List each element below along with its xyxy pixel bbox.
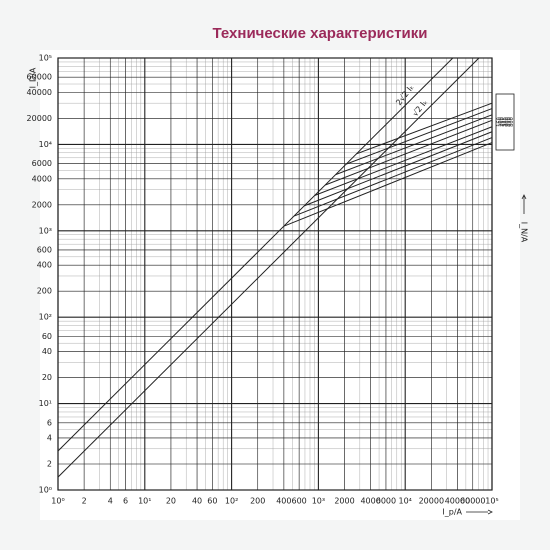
y-tick-label: 20000 xyxy=(27,114,52,123)
paper xyxy=(40,50,520,520)
rating-label: 400 xyxy=(504,117,510,127)
y-tick-label: 6000 xyxy=(32,159,52,168)
x-tick-label: 60000 xyxy=(460,497,485,506)
x-tick-label: 6 xyxy=(123,497,128,506)
y-tick-label: 60000 xyxy=(27,73,52,82)
x-tick-label: 40 xyxy=(192,497,202,506)
x-tick-label: 2000 xyxy=(334,497,354,506)
y-tick-label: 10² xyxy=(39,313,52,322)
x-tick-label: 60 xyxy=(207,497,217,506)
x-tick-label: 6000 xyxy=(376,497,396,506)
series-line xyxy=(346,108,493,165)
rating-label: 200 xyxy=(498,117,504,127)
y-tick-label: 6 xyxy=(47,418,52,427)
series-line xyxy=(356,102,493,155)
x-tick-label: 20 xyxy=(166,497,176,506)
y-tick-label: 2000 xyxy=(32,200,52,209)
x-tick-label: 20000 xyxy=(419,497,444,506)
y-tick-label: 4 xyxy=(47,433,52,442)
y-tick-label: 40000 xyxy=(27,88,52,97)
x-tick-label: 4000 xyxy=(360,497,380,506)
rating-label: 315 xyxy=(502,117,508,127)
y-tick-label: 10⁴ xyxy=(39,140,52,149)
y-tick-label: 10¹ xyxy=(39,399,52,408)
x-axis-label: I_p/A xyxy=(442,508,462,517)
series-line xyxy=(57,57,454,452)
right-arrow-head xyxy=(521,194,527,200)
x-tick-label: 40000 xyxy=(445,497,470,506)
rating-box xyxy=(495,93,515,151)
y-tick-label: 10⁰ xyxy=(39,486,52,495)
y-tick-label: 4000 xyxy=(32,174,52,183)
series-line xyxy=(325,119,493,186)
series-line xyxy=(293,137,493,217)
x-tick-label: 10⁵ xyxy=(485,497,498,506)
y-tick-label: 200 xyxy=(37,287,52,296)
x-tick-label: 10³ xyxy=(312,497,325,506)
y-tick-label: 2 xyxy=(47,459,52,468)
y-tick-label: 40 xyxy=(42,347,52,356)
x-tick-label: 200 xyxy=(250,497,265,506)
series-line xyxy=(314,126,493,196)
x-tick-label: 10⁰ xyxy=(51,497,64,506)
x-tick-label: 10¹ xyxy=(138,497,151,506)
rating-label: 500 xyxy=(505,117,511,127)
right-axis-label: I_N/A xyxy=(520,222,529,243)
plot-frame xyxy=(57,57,493,491)
rating-label: 250 xyxy=(500,117,506,127)
x-tick-label: 4 xyxy=(108,497,113,506)
x-tick-label: 10⁴ xyxy=(399,497,412,506)
x-arrow-head xyxy=(487,509,493,515)
series-line xyxy=(283,142,493,227)
y-tick-label: 600 xyxy=(37,245,52,254)
series-line xyxy=(57,57,480,478)
y-tick-label: 10⁵ xyxy=(39,54,52,63)
x-tick-label: 600 xyxy=(292,497,307,506)
series-line xyxy=(304,131,493,207)
chart-title: Технические характеристики xyxy=(212,25,427,42)
x-tick-label: 400 xyxy=(276,497,291,506)
series-line xyxy=(335,114,493,176)
x-tick-label: 2 xyxy=(82,497,87,506)
x-tick-label: 10² xyxy=(225,497,238,506)
y-tick-label: 400 xyxy=(37,261,52,270)
y-tick-label: 20 xyxy=(42,373,52,382)
y-tick-label: 10³ xyxy=(39,226,52,235)
y-tick-label: 60 xyxy=(42,332,52,341)
rating-label: 160 xyxy=(497,117,503,127)
y-axis-label: I_D/A xyxy=(29,67,38,88)
rating-label: 630 xyxy=(507,117,513,127)
rating-label: 800 xyxy=(509,117,515,127)
